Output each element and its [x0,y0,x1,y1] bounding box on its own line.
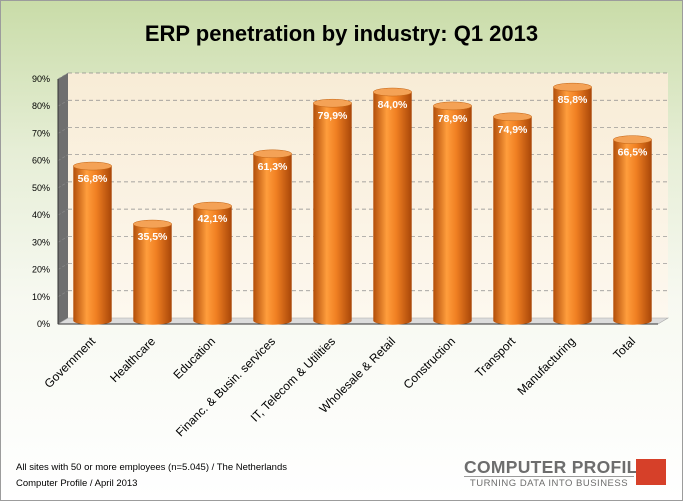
footnote-line-2: Computer Profile / April 2013 [16,478,138,489]
bar-body [193,206,232,325]
bar [553,82,592,325]
x-tick-label: Construction [401,334,459,392]
data-label: 66,5% [618,147,648,159]
side-wall [58,73,68,324]
bar-top [73,161,112,171]
y-tick-label: 50% [32,183,50,193]
y-tick-label: 80% [32,101,50,111]
bar-body [553,87,592,325]
bar-body [433,105,472,325]
gridline-side [57,208,69,216]
bar [193,201,232,325]
chart-title: ERP penetration by industry: Q1 2013 [144,21,539,46]
bar-top [493,112,532,122]
x-tick-label: Education [170,334,218,382]
footnote-line-1: All sites with 50 or more employees (n=5… [16,462,287,473]
bar-top [193,201,232,211]
y-tick-label: 20% [32,265,50,275]
bar-body [133,224,172,325]
data-label: 85,8% [558,94,588,106]
x-tick-label: Transport [472,334,518,380]
bar [313,98,352,325]
bar [133,219,172,325]
gridline-side [57,263,69,270]
bar-body [313,103,352,325]
bar [433,101,472,325]
data-label: 84,0% [378,99,408,111]
gridline-side [57,99,69,107]
gridline-side [57,290,69,298]
y-tick-label: 70% [32,128,50,138]
bar [493,112,532,325]
bar-body [493,116,532,325]
x-tick-label: Financ. & Busin. services [173,334,278,439]
data-label: 56,8% [78,173,108,185]
bar [253,149,292,325]
bar-top [313,98,352,108]
data-label: 35,5% [138,231,168,243]
x-tick-label: Healthcare [107,334,158,385]
logo-name: COMPUTER PROFILE [464,457,650,477]
gridline-side [57,127,69,134]
gridline-side [57,154,69,161]
footnote: All sites with 50 or more employees (n=5… [16,460,287,492]
bar-body [373,92,412,325]
data-labels: 56,8% 35,5% 42,1% 61,3% 79,9% 84,0% 78,9% 74,9%… [78,94,648,243]
data-label: 79,9% [318,110,348,122]
bar-body [73,166,112,325]
bar-top [253,149,292,159]
y-tick-label: 10% [32,292,50,302]
data-label: 74,9% [498,124,528,136]
y-tick-label: 90% [32,74,50,84]
y-tick-label: 0% [37,319,50,329]
bar [73,161,112,325]
logo-red-square [636,459,666,485]
bars [73,82,652,325]
y-tick-label: 30% [32,237,50,247]
gridline-side [57,72,69,80]
bar-top [433,101,472,111]
logo-tagline: TURNING DATA INTO BUSINESS [464,476,634,489]
x-tick-label: Government [42,334,99,391]
data-label: 61,3% [258,161,288,173]
bar-top [613,135,652,144]
data-label: 42,1% [198,213,228,225]
bar [613,135,652,325]
gridline-side [57,236,69,243]
bar-top [373,87,412,97]
data-label: 78,9% [438,113,468,125]
bar-top [553,82,592,92]
x-tick-label: Manufacturing [514,334,578,398]
bar-body [253,153,292,325]
y-tick-label: 40% [32,210,50,220]
y-tick-label: 60% [32,156,50,166]
bar [373,87,412,325]
bar-top [133,219,172,229]
gridline-side [57,181,69,189]
bar-body [613,139,652,325]
company-logo: COMPUTER PROFILE TURNING DATA INTO BUSIN… [464,457,669,489]
x-tick-label: Total [610,334,638,362]
